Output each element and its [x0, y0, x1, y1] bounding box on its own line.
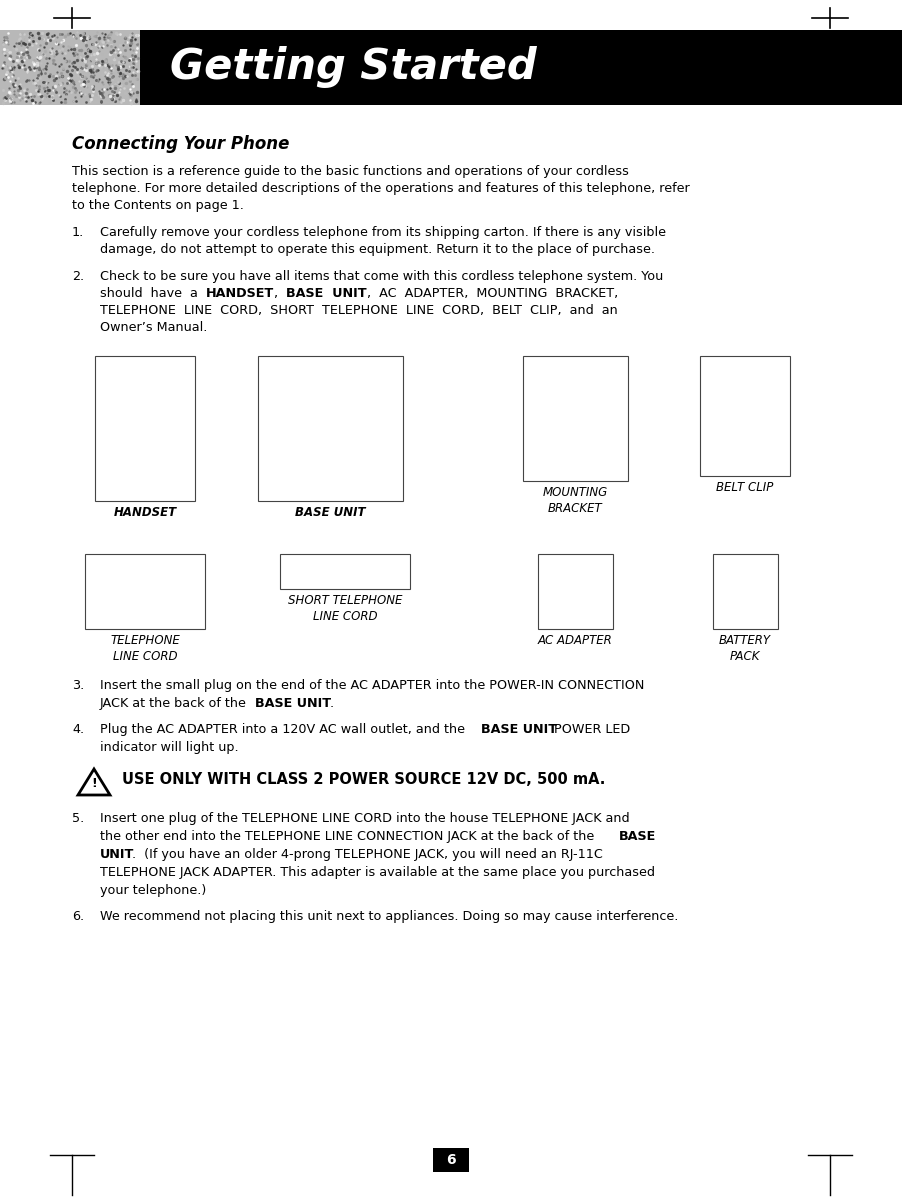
- Text: Connecting Your Phone: Connecting Your Phone: [72, 134, 290, 152]
- Text: .  (If you have an older 4-prong TELEPHONE JACK, you will need an RJ-11C: . (If you have an older 4-prong TELEPHON…: [132, 848, 603, 862]
- Text: HANDSET: HANDSET: [114, 506, 177, 518]
- Text: ,: ,: [274, 287, 286, 300]
- Text: TELEPHONE JACK ADAPTER. This adapter is available at the same place you purchase: TELEPHONE JACK ADAPTER. This adapter is …: [100, 866, 655, 878]
- Text: BASE UNIT: BASE UNIT: [295, 506, 365, 518]
- Text: Getting Started: Getting Started: [170, 47, 537, 89]
- Text: BELT CLIP: BELT CLIP: [716, 481, 774, 494]
- Text: !: !: [91, 778, 97, 790]
- Text: 6.: 6.: [72, 910, 84, 923]
- Text: indicator will light up.: indicator will light up.: [100, 740, 239, 754]
- Text: AC ADAPTER: AC ADAPTER: [538, 634, 612, 647]
- Text: 5.: 5.: [72, 812, 84, 826]
- Bar: [280, 554, 410, 589]
- Text: Insert one plug of the TELEPHONE LINE CORD into the house TELEPHONE JACK and: Insert one plug of the TELEPHONE LINE CO…: [100, 812, 630, 826]
- Bar: [433, 1148, 469, 1172]
- Text: HANDSET: HANDSET: [206, 287, 274, 300]
- Text: telephone. For more detailed descriptions of the operations and features of this: telephone. For more detailed description…: [72, 182, 690, 194]
- Text: MOUNTING
BRACKET: MOUNTING BRACKET: [542, 486, 608, 515]
- Text: the other end into the TELEPHONE LINE CONNECTION JACK at the back of the: the other end into the TELEPHONE LINE CO…: [100, 830, 598, 842]
- Text: TELEPHONE  LINE  CORD,  SHORT  TELEPHONE  LINE  CORD,  BELT  CLIP,  and  an: TELEPHONE LINE CORD, SHORT TELEPHONE LIN…: [100, 304, 618, 317]
- Text: BATTERY
PACK: BATTERY PACK: [719, 634, 771, 662]
- Bar: [713, 554, 778, 629]
- Text: Plug the AC ADAPTER into a 120V AC wall outlet, and the: Plug the AC ADAPTER into a 120V AC wall …: [100, 722, 469, 736]
- Text: 6: 6: [446, 1153, 456, 1166]
- Text: to the Contents on page 1.: to the Contents on page 1.: [72, 199, 244, 212]
- Text: 1.: 1.: [72, 226, 84, 239]
- Polygon shape: [78, 769, 110, 794]
- Text: UNIT: UNIT: [100, 848, 134, 862]
- Text: .: .: [330, 697, 334, 710]
- Text: POWER LED: POWER LED: [550, 722, 630, 736]
- Bar: [257, 356, 402, 502]
- Text: ,  AC  ADAPTER,  MOUNTING  BRACKET,: , AC ADAPTER, MOUNTING BRACKET,: [367, 287, 618, 300]
- Text: BASE: BASE: [619, 830, 657, 842]
- Bar: [522, 356, 628, 481]
- Bar: [85, 554, 205, 629]
- Text: your telephone.): your telephone.): [100, 884, 207, 898]
- Bar: [140, 30, 902, 104]
- Text: JACK at the back of the: JACK at the back of the: [100, 697, 251, 710]
- Text: BASE UNIT: BASE UNIT: [481, 722, 557, 736]
- Text: Carefully remove your cordless telephone from its shipping carton. If there is a: Carefully remove your cordless telephone…: [100, 226, 666, 239]
- Text: This section is a reference guide to the basic functions and operations of your : This section is a reference guide to the…: [72, 164, 629, 178]
- Text: should  have  a: should have a: [100, 287, 206, 300]
- Bar: [0, 30, 140, 104]
- Text: USE ONLY WITH CLASS 2 POWER SOURCE 12V DC, 500 mA.: USE ONLY WITH CLASS 2 POWER SOURCE 12V D…: [122, 772, 605, 787]
- Text: 4.: 4.: [72, 722, 84, 736]
- Bar: [538, 554, 612, 629]
- Bar: [95, 356, 195, 502]
- Text: BASE  UNIT: BASE UNIT: [286, 287, 367, 300]
- Text: Insert the small plug on the end of the AC ADAPTER into the POWER-IN CONNECTION: Insert the small plug on the end of the …: [100, 679, 644, 692]
- Text: Owner’s Manual.: Owner’s Manual.: [100, 320, 207, 334]
- Text: 3.: 3.: [72, 679, 84, 692]
- Text: Check to be sure you have all items that come with this cordless telephone syste: Check to be sure you have all items that…: [100, 270, 663, 283]
- Text: BASE UNIT: BASE UNIT: [255, 697, 331, 710]
- Text: damage, do not attempt to operate this equipment. Return it to the place of purc: damage, do not attempt to operate this e…: [100, 242, 655, 256]
- Bar: [700, 356, 790, 476]
- Text: SHORT TELEPHONE
LINE CORD: SHORT TELEPHONE LINE CORD: [288, 594, 402, 623]
- Text: TELEPHONE
LINE CORD: TELEPHONE LINE CORD: [110, 634, 179, 662]
- Text: We recommend not placing this unit next to appliances. Doing so may cause interf: We recommend not placing this unit next …: [100, 910, 678, 923]
- Text: 2.: 2.: [72, 270, 84, 283]
